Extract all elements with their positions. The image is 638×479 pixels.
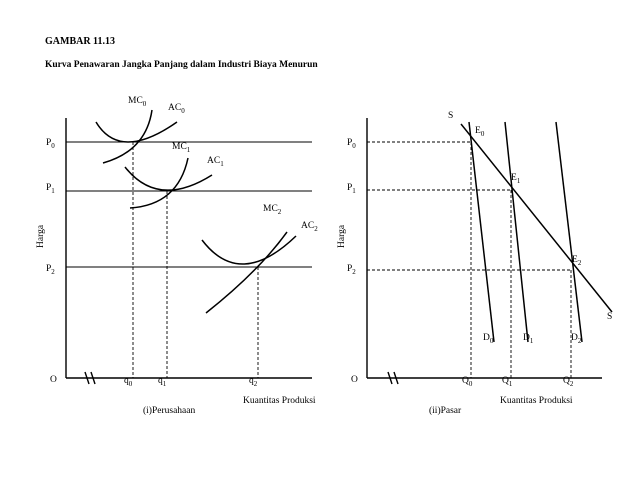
label-d0: D0 (483, 333, 494, 345)
ac1-curve (124, 166, 213, 191)
right-label-q2: Q2 (563, 376, 574, 388)
right-y-axis-label: Harga (337, 224, 347, 248)
left-caption: (i)Perusahaan (143, 405, 195, 416)
label-e0: E0 (475, 126, 485, 138)
label-ac1: AC1 (207, 156, 224, 168)
label-d2: D2 (571, 333, 582, 345)
label-ac2: AC2 (301, 221, 318, 233)
left-label-p2: P2 (46, 264, 55, 276)
left-axis-break-mark (90, 371, 96, 385)
figure-title: GAMBAR 11.13 (45, 36, 115, 47)
supply-label-bottom: S (607, 312, 612, 322)
mc0-curve (102, 109, 153, 164)
demand-curve-d2 (555, 121, 583, 343)
left-label-p1: P1 (46, 183, 55, 195)
right-label-p1: P1 (347, 183, 356, 195)
figure-subtitle: Kurva Penawaran Jangka Panjang dalam Ind… (45, 60, 318, 70)
label-e1: E1 (511, 173, 521, 185)
right-x-axis-label: Kuantitas Produksi (500, 396, 573, 406)
supply-label-top: S (448, 111, 453, 121)
left-axis-break-mark (84, 371, 90, 385)
left-y-axis-label: Harga (36, 224, 46, 248)
label-e2: E2 (572, 255, 582, 267)
right-label-p2: P2 (347, 264, 356, 276)
left-label-q2: q2 (249, 376, 258, 388)
mc1-curve (129, 157, 189, 209)
right-label-q0: Q0 (462, 376, 473, 388)
left-label-q1: q1 (158, 376, 167, 388)
ac2-curve (201, 235, 297, 265)
right-axis-break-mark (393, 371, 399, 385)
label-mc1: MC1 (172, 142, 191, 154)
mc2-curve (205, 231, 288, 314)
label-ac0: AC0 (168, 103, 185, 115)
demand-curve-d1 (504, 121, 529, 343)
right-label-q1: Q1 (502, 376, 513, 388)
label-d1: D1 (523, 333, 534, 345)
supply-curve (460, 123, 613, 313)
right-panel: P0 P1 P2 O Harga Q0 Q1 Q2 Kuantitas Prod… (337, 111, 613, 416)
label-mc0: MC0 (128, 96, 147, 108)
right-label-p0: P0 (347, 138, 356, 150)
demand-curve-d0 (468, 121, 495, 343)
left-origin-label: O (50, 375, 57, 385)
left-panel: P0 P1 P2 O Harga q0 q1 q2 Kuantitas Prod… (36, 96, 318, 416)
left-label-p0: P0 (46, 138, 55, 150)
left-label-q0: q0 (124, 376, 133, 388)
ac0-curve (95, 121, 178, 143)
left-x-axis-label: Kuantitas Produksi (243, 396, 316, 406)
right-origin-label: O (351, 375, 358, 385)
label-mc2: MC2 (263, 204, 282, 216)
right-axis-break-mark (387, 371, 393, 385)
right-caption: (ii)Pasar (429, 405, 462, 416)
